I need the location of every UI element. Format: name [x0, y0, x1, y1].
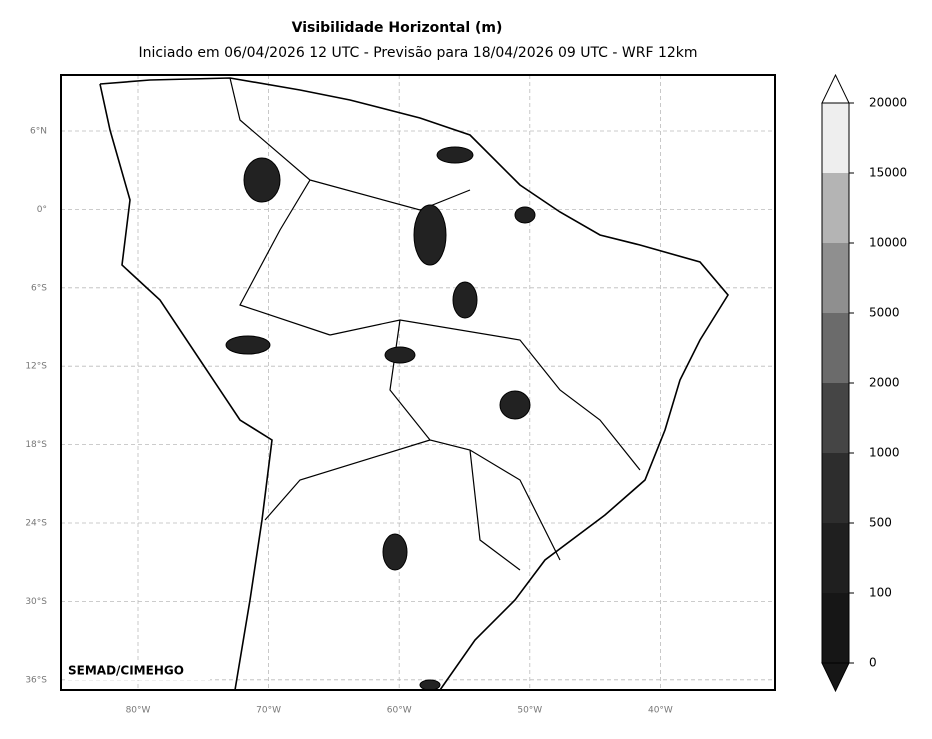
colorbar-segment — [822, 593, 849, 663]
colorbar-label: 500 — [869, 516, 892, 530]
lon-label: 70°W — [256, 706, 281, 716]
lon-label: 40°W — [648, 706, 673, 716]
colorbar-label: 0 — [869, 656, 877, 670]
grid — [61, 75, 775, 690]
colorbar-extend-low — [821, 662, 850, 693]
colorbar-label: 10000 — [869, 236, 907, 250]
colorbar-label: 15000 — [869, 166, 907, 180]
colorbar: 0 100 500 1000 2000 5000 10000 15000 20000 — [821, 73, 907, 693]
colorbar-segment — [822, 313, 849, 383]
lat-label: 12°S — [25, 362, 47, 372]
title: Visibilidade Horizontal (m) — [292, 20, 503, 36]
colorbar-segment — [822, 103, 849, 173]
coastline — [99, 77, 729, 691]
lat-label: 30°S — [25, 597, 47, 607]
lat-label: 18°S — [25, 440, 47, 450]
colorbar-extend-high — [821, 73, 850, 104]
land — [99, 77, 729, 691]
lat-label: 6°S — [31, 283, 47, 293]
lat-label: 0° — [37, 205, 47, 215]
lon-label: 50°W — [517, 706, 542, 716]
colorbar-segment — [822, 383, 849, 453]
lat-label: 24°S — [25, 519, 47, 529]
colorbar-label: 1000 — [869, 446, 900, 460]
colorbar-label: 2000 — [869, 376, 900, 390]
lat-label: 6°N — [30, 127, 47, 137]
colorbar-segment — [822, 523, 849, 593]
borders — [229, 77, 641, 571]
fog-areas — [225, 146, 536, 691]
colorbar-segment — [822, 173, 849, 243]
colorbar-label: 100 — [869, 586, 892, 600]
credit: SEMAD/CIMEHGO — [68, 664, 184, 678]
lon-label: 60°W — [387, 706, 412, 716]
colorbar-label: 5000 — [869, 306, 900, 320]
subtitle: Iniciado em 06/04/2026 12 UTC - Previsão… — [138, 45, 697, 61]
lon-label: 80°W — [126, 706, 151, 716]
colorbar-segment — [822, 243, 849, 313]
credit-bg — [65, 662, 210, 680]
lat-label: 36°S — [25, 675, 47, 685]
colorbar-segment — [822, 453, 849, 523]
colorbar-label: 20000 — [869, 96, 907, 110]
map-frame — [60, 74, 776, 691]
